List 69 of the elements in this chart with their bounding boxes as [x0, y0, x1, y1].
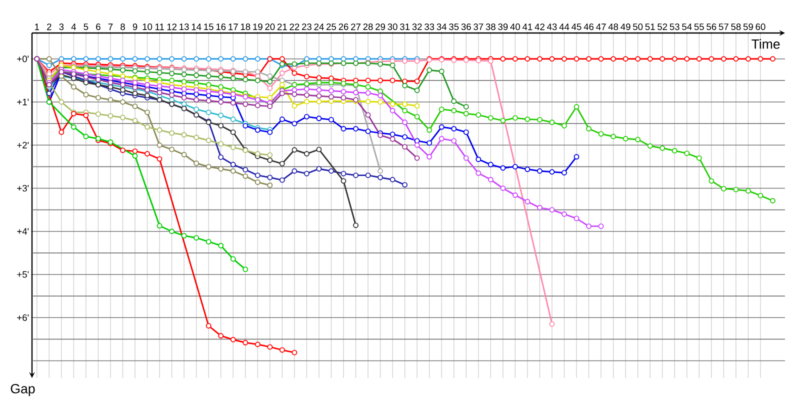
x-tick-label: 12	[167, 24, 177, 30]
x-tick-label: 57	[718, 24, 728, 30]
x-tick-label: 43	[547, 24, 557, 30]
x-tick-label: 17	[228, 24, 238, 30]
x-tick-label: 55	[694, 24, 704, 30]
x-tick-label: 6	[96, 24, 100, 30]
x-axis-title: Time	[752, 39, 780, 49]
x-tick-label: 50	[633, 24, 643, 30]
y-axis-title: Gap	[10, 384, 35, 396]
x-tick-label: 42	[534, 24, 544, 30]
x-tick-label: 20	[265, 24, 275, 30]
y-tick-label: +2'	[17, 142, 29, 148]
x-tick-label: 47	[596, 24, 606, 30]
x-tick-label: 9	[132, 24, 138, 30]
x-tick-label: 38	[486, 24, 496, 30]
x-tick-label: 30	[388, 24, 398, 30]
x-tick-label: 39	[498, 24, 508, 30]
x-tick-label: 51	[645, 24, 655, 30]
x-tick-label: 28	[363, 24, 373, 30]
x-tick-label: 15	[204, 24, 214, 30]
x-tick-label: 54	[682, 24, 692, 30]
x-tick-label: 59	[743, 24, 753, 30]
x-tick-label: 2	[47, 24, 52, 30]
x-tick-label: 23	[302, 24, 312, 30]
x-tick-label: 24	[314, 24, 324, 30]
y-tick-label: +5'	[17, 271, 29, 278]
x-tick-label: 4	[71, 24, 76, 30]
x-tick-label: 18	[240, 24, 250, 30]
x-tick-label: 8	[120, 24, 125, 30]
x-tick-label: 40	[510, 24, 520, 30]
x-tick-label: 5	[84, 24, 88, 30]
x-tick-label: 1	[35, 24, 40, 30]
x-tick-label: 3	[59, 24, 64, 30]
x-tick-label: 21	[277, 24, 287, 30]
x-tick-label: 45	[572, 24, 582, 30]
y-tick-label: +1'	[17, 98, 29, 106]
x-tick-label: 19	[253, 24, 262, 30]
y-tick-label: +4'	[17, 228, 29, 235]
x-tick-label: 33	[424, 24, 434, 30]
x-tick-label: 44	[559, 24, 570, 30]
x-tick-label: 35	[449, 24, 459, 30]
x-tick-label: 22	[290, 24, 300, 30]
x-tick-label: 7	[108, 24, 113, 30]
x-tick-label: 14	[192, 24, 202, 30]
x-tick-label: 58	[731, 24, 741, 30]
x-tick-label: 32	[412, 24, 422, 30]
x-tick-label: 36	[461, 24, 471, 30]
x-tick-label: 60	[756, 24, 766, 30]
x-tick-label: 56	[706, 24, 716, 30]
x-tick-label: 46	[584, 24, 594, 30]
x-tick-label: 27	[351, 24, 360, 30]
x-tick-label: 49	[620, 24, 630, 30]
y-tick-label: +0'	[17, 56, 29, 62]
x-tick-label: 41	[522, 24, 532, 30]
x-tick-label: 48	[608, 24, 618, 30]
x-tick-label: 25	[326, 24, 336, 30]
x-tick-label: 10	[142, 24, 152, 30]
x-tick-label: 37	[474, 24, 484, 30]
x-tick-label: 11	[155, 24, 164, 30]
x-tick-label: 13	[180, 24, 189, 30]
x-tick-label: 31	[400, 24, 410, 30]
x-tick-label: 53	[670, 24, 680, 30]
x-tick-label: 26	[338, 24, 348, 30]
x-tick-label: 29	[376, 24, 386, 30]
x-tick-label: 52	[658, 24, 668, 30]
x-tick-label: 34	[436, 24, 447, 30]
x-tick-label: 16	[216, 24, 226, 30]
y-tick-label: +6'	[17, 314, 29, 321]
y-tick-label: +3'	[17, 184, 29, 192]
